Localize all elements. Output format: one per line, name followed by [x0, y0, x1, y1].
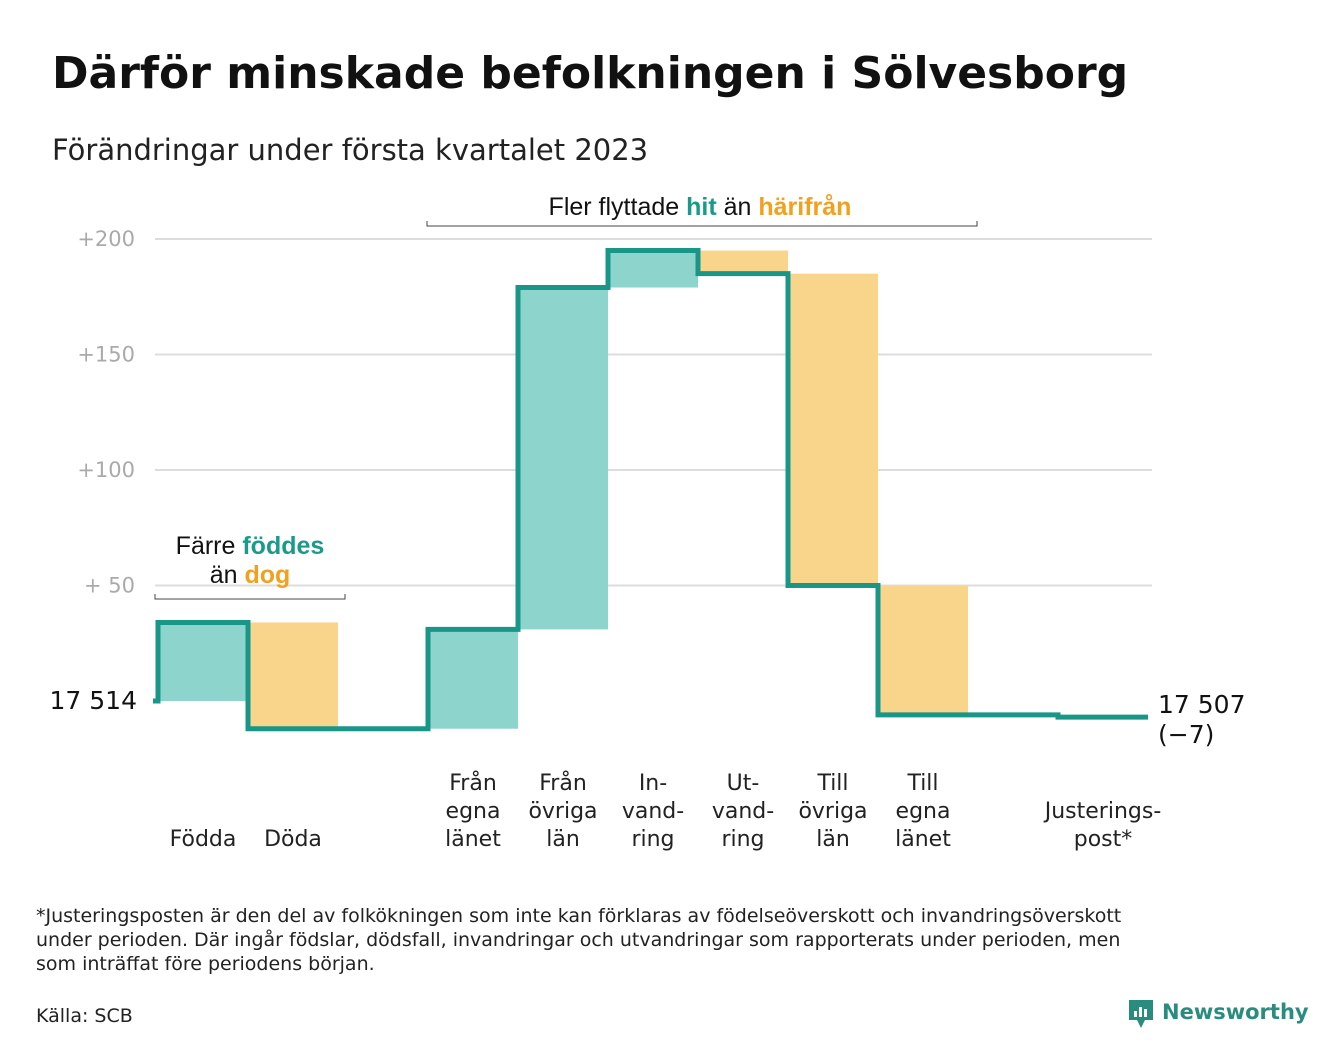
footnote-line-2: under perioden. Där ingår födslar, dödsf…	[36, 928, 1120, 951]
bar-invandring	[608, 250, 698, 288]
bar-tillövrigalän	[788, 273, 878, 586]
chart-title: Därför minskade befolkningen i Sölvesbor…	[52, 48, 1128, 99]
bars	[158, 250, 968, 729]
category-label: egna	[446, 799, 501, 824]
y-tick-label: +100	[77, 458, 135, 482]
category-label: Till	[816, 771, 848, 796]
category-label: Från	[539, 770, 587, 796]
births-annotation-line1: Färre föddes	[176, 532, 325, 560]
category-label: Justerings-	[1043, 799, 1162, 824]
brand-name: Newsworthy	[1162, 1000, 1309, 1024]
category-label: Från	[449, 770, 497, 796]
category-label: länet	[445, 827, 501, 852]
category-label: länet	[895, 827, 951, 852]
category-label: Födda	[170, 827, 237, 852]
bar-utvandring	[698, 250, 788, 274]
chart-subtitle: Förändringar under första kvartalet 2023	[52, 133, 648, 167]
y-tick-label: + 50	[84, 574, 135, 598]
category-label: län	[816, 827, 850, 852]
bar-födda	[158, 622, 248, 701]
level-line	[153, 248, 1148, 732]
category-labels: Födda Döda Från egna länet Från övriga län In-va…	[170, 770, 1162, 852]
category-label: post*	[1074, 827, 1133, 852]
end-change-label: (−7)	[1158, 720, 1214, 749]
y-tick-label: +150	[77, 343, 135, 367]
category-label: Till	[906, 771, 938, 796]
newsworthy-icon	[1129, 1000, 1153, 1028]
category-label: vand-	[622, 799, 684, 824]
category-label: Döda	[264, 827, 322, 852]
source-label: Källa: SCB	[36, 1005, 133, 1027]
bar-frånövrigalän	[518, 287, 608, 630]
gridlines: + 50 +100 +150 +200	[77, 227, 1152, 598]
y-tick-label: +200	[77, 227, 135, 251]
category-label: län	[546, 827, 580, 852]
end-value-label: 17 507	[1158, 690, 1245, 719]
births-bracket	[154, 594, 346, 600]
category-label: In-	[639, 771, 667, 796]
category-label: egna	[896, 799, 951, 824]
newsworthy-logo: Newsworthy	[1129, 1000, 1309, 1028]
start-value-label: 17 514	[50, 686, 137, 715]
category-label: ring	[721, 827, 764, 852]
category-label: ring	[631, 827, 674, 852]
bar-tillegnalänet	[878, 585, 968, 715]
migration-bracket	[426, 221, 978, 227]
category-label: Ut-	[727, 771, 760, 796]
footnote-line-1: *Justeringsposten är den del av folkökni…	[36, 905, 1121, 927]
category-label: övriga	[798, 799, 867, 824]
bar-döda	[248, 622, 338, 729]
births-annotation-line2: än dog	[210, 561, 291, 589]
migration-annotation: Fler flyttade hit än härifrån	[549, 193, 852, 221]
footnote-line-3: som inträffat före periodens början.	[36, 953, 375, 975]
category-label: vand-	[712, 799, 774, 824]
category-label: övriga	[528, 799, 597, 824]
bar-frånegnalänet	[428, 629, 518, 729]
